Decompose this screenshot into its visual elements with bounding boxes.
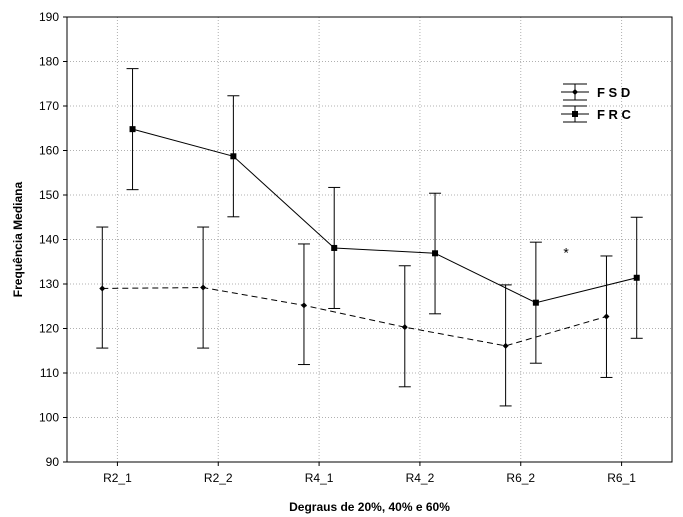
- y-tick-label: 160: [39, 144, 59, 158]
- x-tick-label: R2_1: [103, 471, 132, 485]
- y-tick-label: 190: [39, 10, 59, 24]
- series-line: [132, 128, 637, 304]
- y-tick-label: 120: [39, 322, 59, 336]
- x-tick-label: R4_1: [305, 471, 334, 485]
- x-tick-label: R2_2: [204, 471, 233, 485]
- marker-square: [129, 126, 136, 133]
- y-tick-label: 140: [39, 233, 59, 247]
- x-axis-title: Degraus de 20%, 40% e 60%: [289, 500, 450, 514]
- marker-square: [230, 153, 237, 160]
- legend-label: F R C: [597, 107, 632, 122]
- x-tick-label: R4_2: [406, 471, 435, 485]
- marker-square: [532, 299, 539, 306]
- marker-diamond: [603, 313, 610, 320]
- marker-diamond: [300, 302, 307, 309]
- y-tick-label: 100: [39, 411, 59, 425]
- series-layer: [96, 68, 643, 407]
- series-frc: [126, 68, 643, 364]
- legend-item-frc: F R C: [561, 105, 632, 123]
- marker-diamond: [99, 285, 106, 292]
- series-line: [102, 287, 607, 347]
- legend: F S D F R C: [561, 83, 632, 123]
- legend-label: F S D: [597, 85, 630, 100]
- y-tick-label: 150: [39, 188, 59, 202]
- y-tick-label: 170: [39, 99, 59, 113]
- marker-square: [331, 244, 338, 251]
- marker-diamond: [401, 324, 408, 331]
- marker-square: [432, 250, 439, 257]
- y-tick-label: 180: [39, 55, 59, 69]
- y-axis-ticks: 90 100 110 120 130 140 150 160 170 180 190: [39, 10, 67, 469]
- y-axis-title: Frequência Mediana: [11, 181, 25, 297]
- y-tick-label: 90: [46, 455, 60, 469]
- legend-item-fsd: F S D: [561, 83, 630, 101]
- marker-diamond: [572, 89, 578, 95]
- series-fsd: [96, 226, 613, 407]
- marker-square: [572, 111, 578, 117]
- marker-diamond: [502, 342, 509, 349]
- y-tick-label: 110: [40, 366, 59, 380]
- marker-square: [633, 274, 640, 281]
- annotations: *: [563, 244, 569, 260]
- x-tick-label: R6_1: [607, 471, 636, 485]
- x-axis-ticks: R2_1 R2_2 R4_1 R4_2 R6_2 R6_1: [103, 462, 636, 485]
- marker-diamond: [200, 284, 207, 291]
- x-tick-label: R6_2: [506, 471, 535, 485]
- annotation-asterisk: *: [563, 244, 569, 260]
- y-tick-label: 130: [39, 277, 59, 291]
